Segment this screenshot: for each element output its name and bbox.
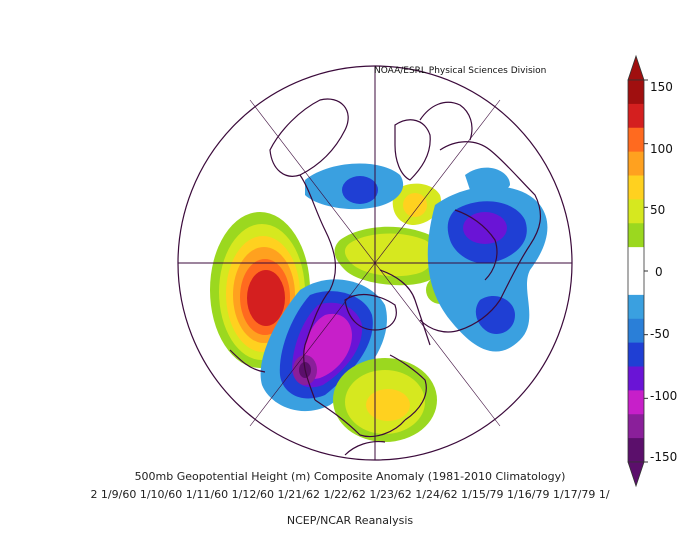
tick-label: 100 [650, 142, 673, 156]
caption-dates: 2 1/9/60 1/10/60 1/11/60 1/12/60 1/21/62… [90, 488, 610, 501]
tick-label: 50 [650, 203, 666, 217]
negative-anomaly-northwest [305, 163, 510, 210]
colorbar-segment [628, 318, 644, 344]
positive-anomaly-atlantic [333, 358, 437, 442]
colorbar-segment [628, 438, 644, 463]
colorbar-segment [628, 294, 644, 320]
negative-anomaly-eurasia [427, 186, 548, 352]
tick-label: -50 [650, 327, 670, 341]
colorbar-segment [628, 366, 644, 391]
colorbar-segment [628, 175, 644, 200]
caption-source: NCEP/NCAR Reanalysis [286, 514, 414, 527]
colorbar-segment [628, 271, 644, 296]
tick-label: 0 [655, 265, 663, 279]
colorbar-bottom-arrow [627, 461, 645, 488]
colorbar-segment [628, 223, 644, 248]
anomaly-fields [210, 163, 548, 442]
colorbar-segment [628, 80, 644, 105]
coastlines [229, 98, 542, 456]
colorbar-segment [628, 247, 644, 272]
colorbar-segment [628, 151, 644, 176]
colorbar-segment [628, 199, 644, 224]
tick-label: 150 [650, 80, 673, 94]
tick-label: -150 [650, 450, 678, 464]
colorbar-segment [628, 390, 644, 415]
caption-title: 500mb Geopotential Height (m) Composite … [134, 470, 566, 483]
colorbar-segment [628, 127, 644, 153]
graticule [178, 66, 572, 460]
colorbar-segment [628, 342, 644, 367]
colorbar-segment [628, 103, 644, 129]
colorbar-top-arrow [627, 54, 645, 81]
credit-text: NOAA/ESRL Physical Sciences Division [374, 66, 547, 76]
colorbar [627, 54, 648, 488]
colorbar-segment [628, 414, 644, 439]
tick-label: -100 [650, 389, 678, 403]
